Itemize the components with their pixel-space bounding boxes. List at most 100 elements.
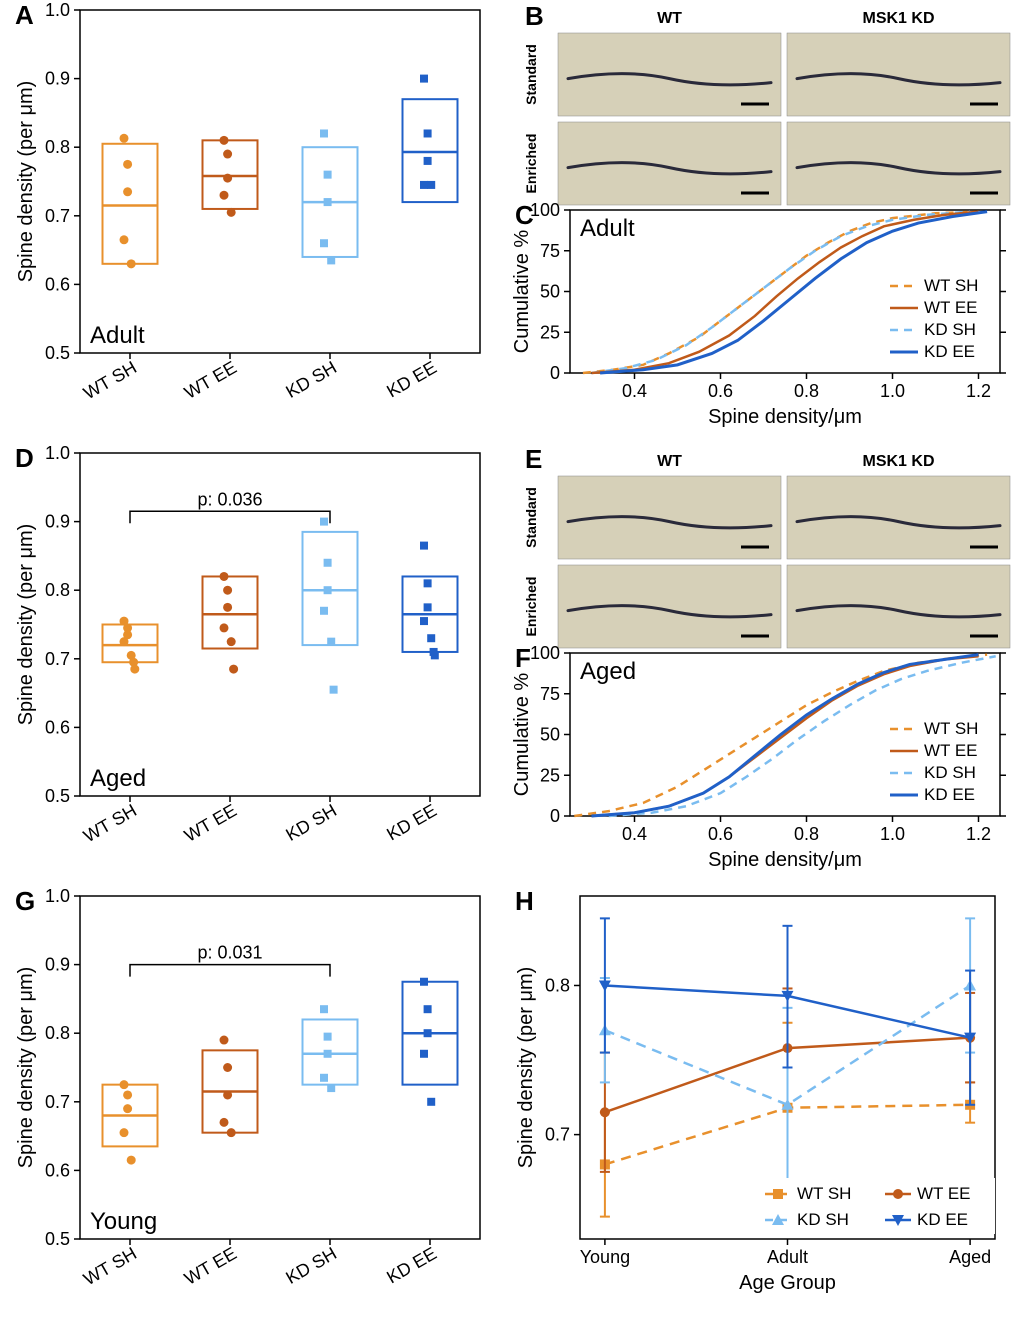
svg-text:0.5: 0.5	[45, 1229, 70, 1249]
svg-text:WT SH: WT SH	[924, 719, 978, 738]
svg-text:0.7: 0.7	[45, 206, 70, 226]
svg-text:KD SH: KD SH	[282, 357, 340, 402]
svg-text:Adult: Adult	[767, 1247, 808, 1267]
svg-text:MSK1 KD: MSK1 KD	[862, 10, 934, 27]
svg-text:WT: WT	[657, 453, 682, 470]
svg-text:G: G	[15, 886, 35, 916]
svg-text:MSK1 KD: MSK1 KD	[862, 453, 934, 470]
svg-text:0.6: 0.6	[708, 381, 733, 401]
svg-text:1.0: 1.0	[45, 886, 70, 906]
svg-text:WT SH: WT SH	[924, 276, 978, 295]
svg-text:Enriched: Enriched	[523, 577, 539, 637]
svg-text:F: F	[515, 643, 531, 673]
svg-text:0: 0	[550, 363, 560, 383]
svg-text:WT SH: WT SH	[80, 1243, 140, 1289]
svg-text:WT EE: WT EE	[181, 800, 240, 846]
svg-text:WT SH: WT SH	[80, 800, 140, 846]
svg-text:0.8: 0.8	[794, 824, 819, 844]
svg-text:1.0: 1.0	[45, 0, 70, 20]
svg-text:Adult: Adult	[580, 215, 635, 242]
svg-text:50: 50	[540, 725, 560, 745]
svg-text:WT EE: WT EE	[181, 357, 240, 403]
svg-text:p: 0.031: p: 0.031	[197, 943, 262, 963]
svg-text:0.8: 0.8	[545, 975, 570, 995]
svg-text:p: 0.036: p: 0.036	[197, 489, 262, 509]
svg-text:Age Group: Age Group	[739, 1272, 836, 1294]
svg-text:Standard: Standard	[523, 487, 539, 548]
svg-text:Spine density (per μm): Spine density (per μm)	[15, 967, 37, 1169]
svg-text:KD EE: KD EE	[383, 800, 440, 844]
svg-text:Enriched: Enriched	[523, 134, 539, 194]
svg-text:0.7: 0.7	[45, 1092, 70, 1112]
svg-text:Cumulative %: Cumulative %	[511, 673, 533, 797]
svg-text:Spine density (per μm): Spine density (per μm)	[15, 81, 37, 283]
svg-text:0.7: 0.7	[545, 1125, 570, 1145]
svg-text:Spine density (per μm): Spine density (per μm)	[15, 524, 37, 726]
svg-text:0.4: 0.4	[622, 381, 647, 401]
svg-text:1.0: 1.0	[45, 443, 70, 463]
svg-text:KD EE: KD EE	[917, 1210, 968, 1229]
svg-text:Standard: Standard	[523, 44, 539, 105]
svg-text:Aged: Aged	[949, 1247, 991, 1267]
svg-text:75: 75	[540, 684, 560, 704]
svg-text:B: B	[525, 1, 544, 31]
svg-text:0.8: 0.8	[45, 580, 70, 600]
svg-text:Spine density/μm: Spine density/μm	[708, 849, 862, 871]
svg-text:100: 100	[530, 200, 560, 220]
svg-text:0.6: 0.6	[45, 717, 70, 737]
svg-text:Cumulative %: Cumulative %	[511, 230, 533, 354]
svg-text:0.9: 0.9	[45, 69, 70, 89]
svg-text:75: 75	[540, 241, 560, 261]
svg-text:Young: Young	[580, 1247, 630, 1267]
svg-text:0.5: 0.5	[45, 343, 70, 363]
svg-text:0.6: 0.6	[45, 274, 70, 294]
svg-text:D: D	[15, 443, 34, 473]
svg-text:KD SH: KD SH	[924, 320, 976, 339]
svg-text:0.5: 0.5	[45, 786, 70, 806]
svg-text:100: 100	[530, 643, 560, 663]
svg-text:H: H	[515, 886, 534, 916]
svg-text:WT EE: WT EE	[181, 1243, 240, 1289]
svg-text:WT SH: WT SH	[797, 1184, 851, 1203]
svg-text:KD EE: KD EE	[924, 785, 975, 804]
svg-text:WT EE: WT EE	[924, 298, 978, 317]
svg-text:Aged: Aged	[580, 658, 636, 685]
svg-text:WT SH: WT SH	[80, 357, 140, 403]
svg-text:0.8: 0.8	[45, 1023, 70, 1043]
svg-text:1.2: 1.2	[966, 824, 991, 844]
svg-text:KD EE: KD EE	[924, 342, 975, 361]
svg-text:0.8: 0.8	[794, 381, 819, 401]
figure-root: 0.5 0.6 0.7 0.8 0.9 1.0 Spine density (per μm)…	[0, 0, 1020, 1331]
svg-text:0.9: 0.9	[45, 955, 70, 975]
svg-text:KD EE: KD EE	[383, 1243, 440, 1287]
svg-text:WT EE: WT EE	[917, 1184, 971, 1203]
svg-text:0.9: 0.9	[45, 512, 70, 532]
svg-text:1.0: 1.0	[880, 381, 905, 401]
svg-text:E: E	[525, 444, 542, 474]
svg-text:C: C	[515, 200, 534, 230]
svg-text:0.6: 0.6	[708, 824, 733, 844]
svg-text:A: A	[15, 0, 34, 30]
svg-text:KD SH: KD SH	[282, 1243, 340, 1288]
svg-text:Young: Young	[90, 1208, 157, 1235]
svg-text:0.7: 0.7	[45, 649, 70, 669]
svg-text:KD SH: KD SH	[797, 1210, 849, 1229]
svg-text:Spine density (per μm): Spine density (per μm)	[515, 967, 537, 1169]
svg-text:0.4: 0.4	[622, 824, 647, 844]
svg-text:50: 50	[540, 282, 560, 302]
svg-text:WT: WT	[657, 10, 682, 27]
svg-text:Aged: Aged	[90, 765, 146, 792]
svg-text:25: 25	[540, 322, 560, 342]
svg-text:0.6: 0.6	[45, 1160, 70, 1180]
svg-text:KD SH: KD SH	[282, 800, 340, 845]
svg-text:0: 0	[550, 806, 560, 826]
svg-text:KD SH: KD SH	[924, 763, 976, 782]
svg-text:Adult: Adult	[90, 322, 145, 349]
svg-text:1.2: 1.2	[966, 381, 991, 401]
svg-text:1.0: 1.0	[880, 824, 905, 844]
svg-text:KD EE: KD EE	[383, 357, 440, 401]
svg-text:WT EE: WT EE	[924, 741, 978, 760]
svg-text:0.8: 0.8	[45, 137, 70, 157]
svg-text:Spine density/μm: Spine density/μm	[708, 406, 862, 428]
svg-text:25: 25	[540, 765, 560, 785]
